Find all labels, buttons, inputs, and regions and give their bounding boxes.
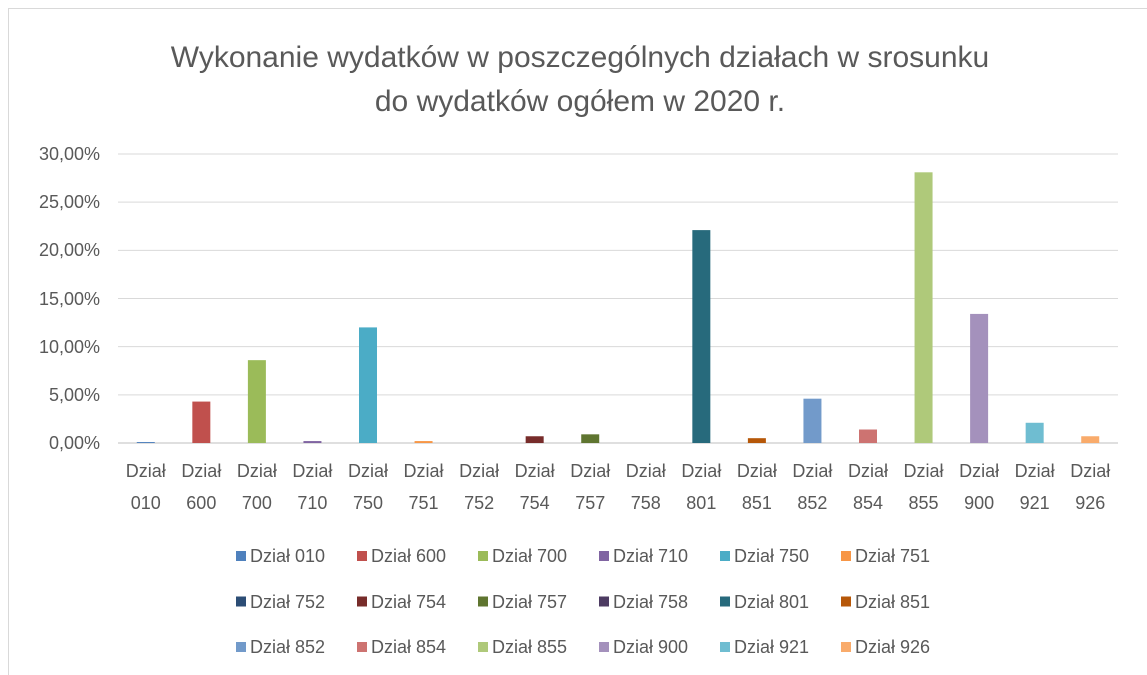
legend-label: Dział 710: [613, 546, 689, 566]
legend-swatch: [599, 596, 609, 607]
bar: [914, 172, 933, 443]
y-tick-label: 0,00%: [48, 433, 100, 453]
x-tick-label: Dział 754: [514, 461, 555, 513]
legend-swatch: [599, 642, 609, 652]
y-tick-label: 15,00%: [38, 288, 100, 309]
legend-label: Dział 750: [734, 546, 810, 566]
y-tick-label: 10,00%: [38, 336, 100, 357]
bar: [136, 442, 155, 443]
legend-swatch: [357, 596, 367, 607]
legend-label: Dział 758: [613, 591, 689, 612]
bar: [303, 441, 322, 443]
legend-label: Dział 757: [492, 591, 568, 612]
legend-label: Dział 854: [371, 637, 447, 657]
bar: [192, 401, 211, 443]
y-tick-label: 20,00%: [38, 240, 100, 261]
legend-label: Dział 600: [371, 546, 447, 566]
legend-label: Dział 921: [734, 637, 810, 657]
legend-swatch: [478, 642, 488, 652]
legend-label: Dział 700: [492, 546, 568, 566]
legend-swatch: [841, 596, 851, 607]
x-tick-label: Dział 750: [347, 461, 388, 513]
y-tick-label: 25,00%: [38, 192, 100, 213]
legend-label: Dział 852: [250, 637, 326, 657]
x-tick-label: Dział 710: [292, 461, 333, 513]
legend-label: Dział 900: [613, 637, 689, 657]
legend-swatch: [841, 642, 851, 652]
legend-swatch: [720, 642, 730, 652]
legend-label: Dział 801: [734, 591, 810, 612]
legend-swatch: [357, 642, 367, 652]
legend-swatch: [357, 551, 367, 561]
x-tick-label: Dział 010: [125, 461, 166, 513]
legend-label: Dział 855: [492, 637, 568, 657]
legend-swatch: [478, 596, 488, 607]
legend-swatch: [236, 642, 246, 652]
bar: [1025, 422, 1044, 443]
x-tick-label: Dział 751: [403, 461, 444, 513]
x-tick-label: Dział 854: [847, 461, 888, 513]
bar: [525, 436, 544, 443]
y-tick-label: 30,00%: [38, 144, 100, 164]
x-tick-label: Dział 752: [459, 461, 500, 513]
legend-swatch: [720, 551, 730, 561]
x-tick-label: Dział 926: [1070, 461, 1111, 513]
legend-swatch: [236, 596, 246, 607]
bar: [970, 313, 989, 443]
chart-border: [8, 8, 1147, 675]
chart-title: Wykonanie wydatków w poszczególnych dzia…: [170, 41, 990, 118]
legend-swatch: [599, 551, 609, 561]
legend-label: Dział 926: [855, 637, 931, 657]
x-tick-label: Dział 758: [625, 461, 666, 513]
legend-label: Dział 851: [855, 591, 931, 612]
legend-label: Dział 754: [371, 591, 447, 612]
bar: [1081, 436, 1100, 443]
legend-swatch: [236, 551, 246, 561]
bar: [247, 360, 266, 443]
legend-swatch: [478, 551, 488, 561]
bar: [414, 441, 433, 443]
x-tick-label: Dział 600: [181, 461, 222, 513]
bar: [581, 434, 600, 443]
x-tick-label: Dział 852: [792, 461, 833, 513]
x-tick-label: Dział 900: [959, 461, 1000, 513]
legend-label: Dział 010: [250, 546, 326, 566]
legend-swatch: [720, 596, 730, 607]
x-tick-label: Dział 700: [236, 461, 277, 513]
y-tick-label: 5,00%: [48, 384, 100, 405]
bar: [692, 230, 711, 443]
bar: [859, 429, 877, 443]
bar: [359, 327, 377, 443]
x-tick-label: Dział 757: [570, 461, 611, 513]
x-tick-label: Dział 855: [903, 461, 944, 513]
legend-label: Dział 752: [250, 591, 326, 612]
legend-swatch: [841, 551, 851, 561]
legend-label: Dział 751: [855, 546, 931, 566]
bar: [803, 398, 822, 443]
x-tick-label: Dział 851: [736, 461, 777, 513]
x-tick-label: Dział 921: [1014, 461, 1055, 513]
x-tick-label: Dział 801: [681, 461, 722, 513]
bar: [747, 438, 766, 443]
